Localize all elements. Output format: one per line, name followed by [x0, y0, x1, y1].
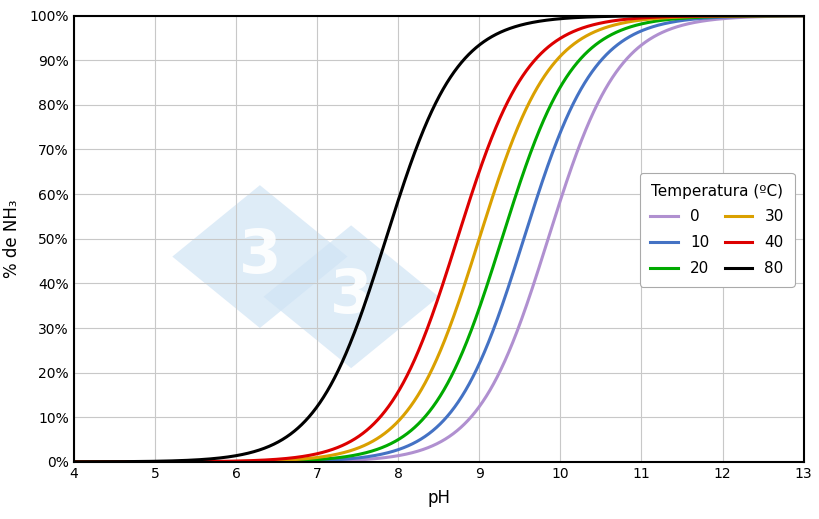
Legend: 0, 10, 20, 30, 40, 80: 0, 10, 20, 30, 40, 80 [639, 173, 794, 286]
Text: 3: 3 [238, 227, 281, 286]
Text: 3: 3 [329, 267, 372, 326]
X-axis label: pH: pH [427, 489, 450, 507]
Polygon shape [263, 225, 438, 368]
Y-axis label: % de NH₃: % de NH₃ [3, 199, 21, 278]
Polygon shape [172, 185, 347, 328]
